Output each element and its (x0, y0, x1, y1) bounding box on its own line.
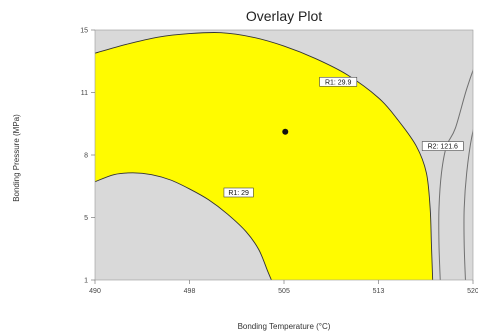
annotation-label: R1: 29 (228, 190, 249, 197)
x-tick-label: 490 (89, 288, 101, 295)
annotation-box (421, 141, 464, 151)
y-tick-label: 1 (84, 278, 88, 285)
feasible-region (95, 32, 433, 280)
annotation-label: R2: 121.6 (428, 144, 458, 151)
y-tick-label: 5 (84, 215, 88, 222)
plot-area (95, 30, 473, 280)
annotation-box (319, 76, 358, 87)
x-axis-ticks: 490 498 505 513 520 (89, 280, 478, 295)
annotation-box (223, 187, 254, 198)
contour-annotation: R2: 121.6 (421, 141, 464, 151)
y-tick-label: 8 (84, 153, 88, 160)
optimum-points (282, 128, 289, 135)
r2-right-contour (463, 128, 473, 280)
x-tick-label: 498 (184, 288, 196, 295)
contour-annotations: R1: 29.9 R2: 121.6 R1: 29 (223, 76, 464, 198)
y-tick-label: 11 (81, 90, 88, 97)
annotation-label: R1: 29.9 (325, 79, 352, 86)
y-axis-label: Bonding Pressure (MPa) (12, 114, 21, 202)
x-tick-label: 513 (373, 288, 385, 295)
y-tick-label: 15 (80, 28, 88, 35)
x-tick-label: 520 (467, 288, 478, 295)
contour-annotation: R1: 29 (223, 187, 254, 198)
optimum-point (282, 128, 289, 135)
x-axis-label: Bonding Temperature (°C) (238, 322, 331, 331)
x-tick-label: 505 (278, 288, 290, 295)
r1-outer-contour (95, 32, 434, 280)
chart-title: Overlay Plot (246, 8, 322, 24)
contour-annotation: R1: 29.9 (319, 76, 358, 87)
r1-inner-contour (95, 172, 272, 280)
